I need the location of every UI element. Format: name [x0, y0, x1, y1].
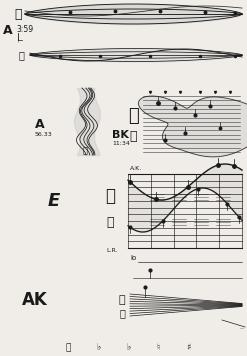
Text: —: — [240, 326, 244, 330]
Text: A: A [35, 118, 45, 131]
Text: 𝄢: 𝄢 [129, 130, 137, 142]
Text: 𝄢: 𝄢 [18, 50, 24, 60]
Text: 𝄞: 𝄞 [119, 295, 125, 305]
Text: A: A [3, 23, 13, 37]
Text: E: E [48, 192, 60, 210]
Text: 11:34: 11:34 [112, 141, 130, 146]
Text: 𝄢: 𝄢 [82, 147, 87, 156]
Text: ♯: ♯ [186, 344, 190, 352]
Text: 𝄢: 𝄢 [128, 107, 138, 125]
Text: lo: lo [130, 255, 136, 261]
Text: AK: AK [22, 291, 48, 309]
Text: 3:59: 3:59 [16, 26, 33, 35]
Polygon shape [139, 96, 247, 157]
Text: ♭: ♭ [126, 344, 130, 352]
Text: ♭: ♭ [96, 344, 100, 352]
Text: 56.33: 56.33 [35, 132, 53, 137]
Text: 𝄢: 𝄢 [106, 215, 114, 229]
Text: |: | [17, 38, 18, 42]
Text: 𝄫: 𝄫 [65, 344, 71, 352]
Text: 𝄢: 𝄢 [105, 187, 115, 205]
Text: BK: BK [112, 130, 129, 140]
Text: A.K.: A.K. [130, 166, 142, 171]
Text: 𝄞: 𝄞 [14, 9, 22, 21]
Text: 𝄢: 𝄢 [119, 308, 125, 318]
Text: ♮: ♮ [156, 344, 160, 352]
Text: L.R.: L.R. [106, 248, 118, 253]
